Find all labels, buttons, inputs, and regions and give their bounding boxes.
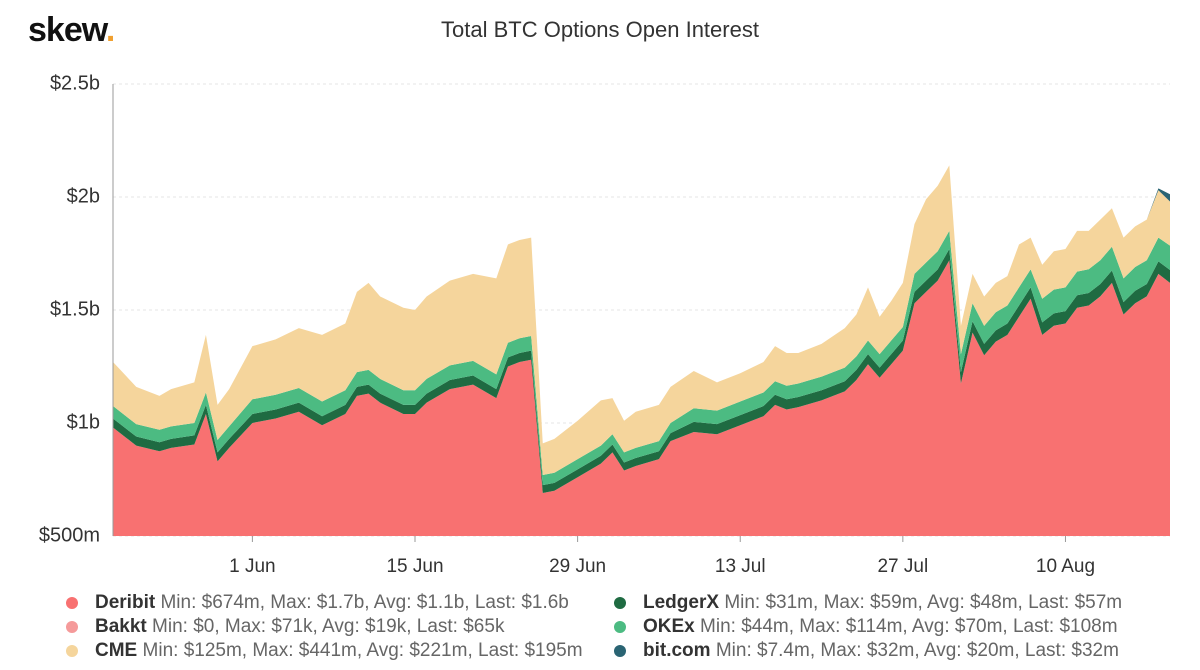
legend-stats: Min: $125m, Max: $441m, Avg: $221m, Last… (143, 640, 583, 661)
area (113, 260, 1170, 536)
x-tick-label: 10 Aug (1036, 556, 1095, 577)
legend-marker (66, 621, 78, 633)
legend-entry: bit.com Min: $7.4m, Max: $32m, Avg: $20m… (643, 640, 1119, 661)
x-tick-label: 29 Jun (549, 556, 606, 577)
logo-dot: . (106, 11, 114, 49)
y-tick-label: $2b (67, 185, 100, 207)
legend-stats: Min: $0, Max: $71k, Avg: $19k, Last: $65… (152, 616, 505, 637)
legend-name: bit.com (643, 640, 711, 661)
legend-entry: LedgerX Min: $31m, Max: $59m, Avg: $48m,… (643, 592, 1122, 613)
legend-marker (66, 597, 78, 609)
x-tick-label: 27 Jul (877, 556, 928, 577)
legend-name: OKEx (643, 616, 695, 637)
legend-name: LedgerX (643, 592, 719, 613)
legend-name: Bakkt (95, 616, 147, 637)
y-tick-label: $1b (67, 411, 100, 433)
x-tick-label: 13 Jul (715, 556, 766, 577)
legend-marker (614, 645, 626, 657)
y-tick-label: $500m (39, 524, 100, 546)
x-tick-label: 15 Jun (386, 556, 443, 577)
legend-stats: Min: $7.4m, Max: $32m, Avg: $20m, Last: … (716, 640, 1119, 661)
legend-name: CME (95, 640, 137, 661)
legend-stats: Min: $31m, Max: $59m, Avg: $48m, Last: $… (724, 592, 1122, 613)
y-tick-label: $2.5b (50, 72, 100, 94)
x-tick-label: 1 Jun (229, 556, 275, 577)
area (113, 165, 1170, 475)
areas (113, 165, 1170, 536)
legend-marker (614, 621, 626, 633)
legend-entry: Bakkt Min: $0, Max: $71k, Avg: $19k, Las… (95, 616, 505, 637)
legend-entry: CME Min: $125m, Max: $441m, Avg: $221m, … (95, 640, 583, 661)
legend-marker (66, 645, 78, 657)
legend-marker (614, 597, 626, 609)
legend-name: Deribit (95, 592, 156, 613)
legend-stats: Min: $44m, Max: $114m, Avg: $70m, Last: … (700, 616, 1118, 637)
legend-stats: Min: $674m, Max: $1.7b, Avg: $1.1b, Last… (160, 592, 568, 613)
legend-entry: Deribit Min: $674m, Max: $1.7b, Avg: $1.… (95, 592, 569, 613)
y-tick-label: $1.5b (50, 298, 100, 320)
logo-text: skew (28, 11, 109, 49)
legend-entry: OKEx Min: $44m, Max: $114m, Avg: $70m, L… (643, 616, 1118, 637)
chart-title: Total BTC Options Open Interest (441, 17, 759, 42)
logo: skew. (28, 11, 114, 49)
